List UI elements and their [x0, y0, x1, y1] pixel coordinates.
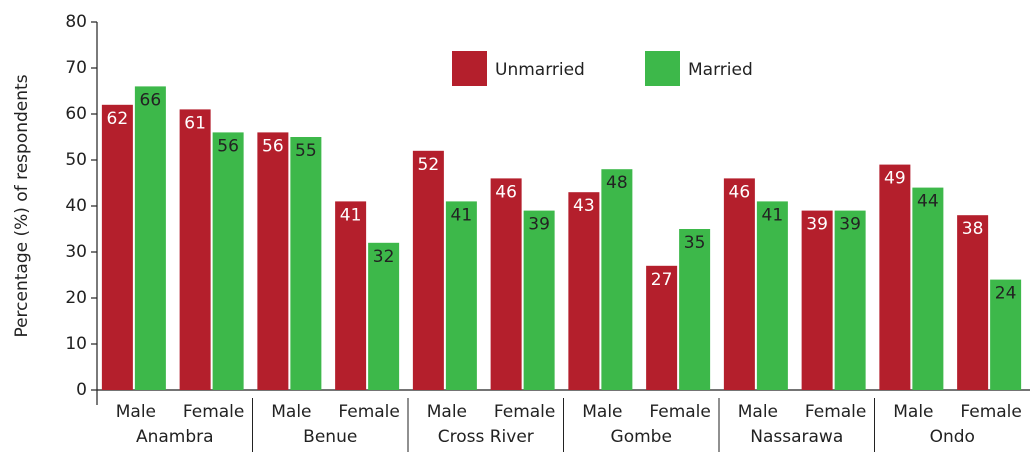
- x-tick-label: Male: [271, 402, 311, 422]
- bar: [990, 279, 1022, 390]
- y-tick-label: 60: [65, 104, 87, 124]
- legend-swatch: [645, 51, 680, 86]
- x-tick-label: Female: [805, 402, 866, 422]
- y-tick-label: 50: [65, 150, 87, 170]
- y-tick-label: 10: [65, 334, 87, 354]
- data-label: 41: [340, 205, 362, 225]
- group-label: Anambra: [136, 427, 214, 447]
- bar: [679, 229, 711, 390]
- data-label: 46: [495, 182, 517, 202]
- y-tick-label: 70: [65, 58, 87, 78]
- y-axis-label: Percentage (%) of respondents: [12, 74, 32, 337]
- x-tick-label: Female: [960, 402, 1021, 422]
- bar: [257, 132, 289, 390]
- group-label: Ondo: [930, 427, 975, 447]
- bar: [723, 178, 755, 390]
- y-tick-label: 20: [65, 288, 87, 308]
- data-label: 56: [217, 136, 239, 156]
- group-label: Nassarawa: [750, 427, 843, 447]
- bar: [179, 109, 211, 391]
- data-label: 62: [107, 109, 129, 129]
- data-label: 61: [184, 113, 206, 133]
- bar: [646, 265, 678, 390]
- bar: [879, 164, 911, 390]
- bar: [412, 150, 444, 390]
- data-label: 66: [140, 90, 162, 110]
- bar: [101, 104, 133, 391]
- bar: [568, 192, 600, 390]
- group-label: Cross River: [438, 427, 534, 447]
- y-tick-label: 80: [65, 12, 87, 32]
- data-label: 43: [573, 196, 595, 216]
- x-tick-label: Female: [338, 402, 399, 422]
- x-tick-label: Female: [494, 402, 555, 422]
- data-label: 39: [839, 215, 861, 235]
- bar: [290, 137, 322, 390]
- group-label: Benue: [303, 427, 357, 447]
- data-label: 41: [762, 205, 784, 225]
- x-tick-label: Male: [116, 402, 156, 422]
- bar: [134, 86, 166, 391]
- bar: [490, 178, 522, 390]
- data-label: 32: [373, 247, 395, 267]
- bar: [756, 201, 788, 390]
- bar: [445, 201, 477, 390]
- data-label: 39: [806, 215, 828, 235]
- data-label: 55: [295, 141, 317, 161]
- y-tick-label: 0: [76, 380, 87, 400]
- bar: [834, 210, 866, 390]
- bar: [523, 210, 555, 390]
- group-label: Gombe: [611, 427, 672, 447]
- x-tick-label: Female: [649, 402, 710, 422]
- bar: [601, 169, 633, 390]
- x-tick-label: Female: [183, 402, 244, 422]
- x-tick-label: Male: [582, 402, 622, 422]
- data-label: 27: [651, 270, 673, 290]
- legend-label: Unmarried: [495, 60, 585, 80]
- data-label: 41: [451, 205, 473, 225]
- data-label: 49: [884, 169, 906, 189]
- bar: [957, 215, 989, 390]
- bar: [335, 201, 367, 390]
- data-label: 24: [995, 284, 1017, 304]
- x-tick-label: Male: [893, 402, 933, 422]
- bar: [801, 210, 833, 390]
- x-tick-label: Male: [427, 402, 467, 422]
- data-label: 38: [962, 219, 984, 239]
- y-tick-label: 40: [65, 196, 87, 216]
- data-label: 44: [917, 192, 939, 212]
- legend-label: Married: [688, 60, 753, 80]
- bar: [368, 242, 400, 390]
- data-label: 48: [606, 173, 628, 193]
- data-label: 35: [684, 233, 706, 253]
- bar: [212, 132, 244, 390]
- bar: [912, 187, 944, 390]
- data-label: 39: [528, 215, 550, 235]
- x-tick-label: Male: [738, 402, 778, 422]
- data-label: 56: [262, 136, 284, 156]
- data-label: 52: [418, 155, 440, 175]
- y-tick-label: 30: [65, 242, 87, 262]
- legend-swatch: [452, 51, 487, 86]
- data-label: 46: [729, 182, 751, 202]
